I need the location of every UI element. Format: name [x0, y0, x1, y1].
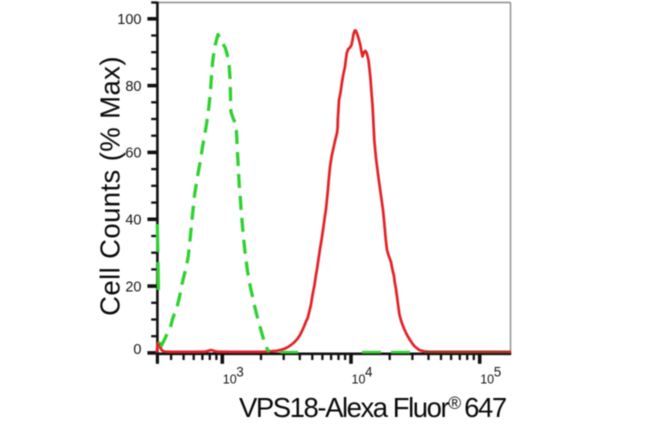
svg-text:0: 0: [133, 342, 141, 358]
svg-text:60: 60: [125, 146, 141, 162]
svg-text:10: 10: [223, 373, 237, 387]
svg-text:3: 3: [236, 364, 244, 379]
svg-text:VPS18-Alexa Fluor®647: VPS18-Alexa Fluor® 647: [239, 392, 506, 423]
svg-text:10: 10: [352, 373, 366, 387]
svg-text:20: 20: [125, 279, 141, 295]
svg-text:10: 10: [480, 373, 494, 387]
svg-text:5: 5: [494, 364, 502, 379]
svg-text:80: 80: [125, 79, 141, 95]
svg-text:4: 4: [365, 364, 373, 379]
svg-text:Cell Counts (% Max): Cell Counts (% Max): [95, 56, 126, 316]
svg-text:40: 40: [125, 213, 141, 229]
svg-text:100: 100: [117, 12, 141, 28]
